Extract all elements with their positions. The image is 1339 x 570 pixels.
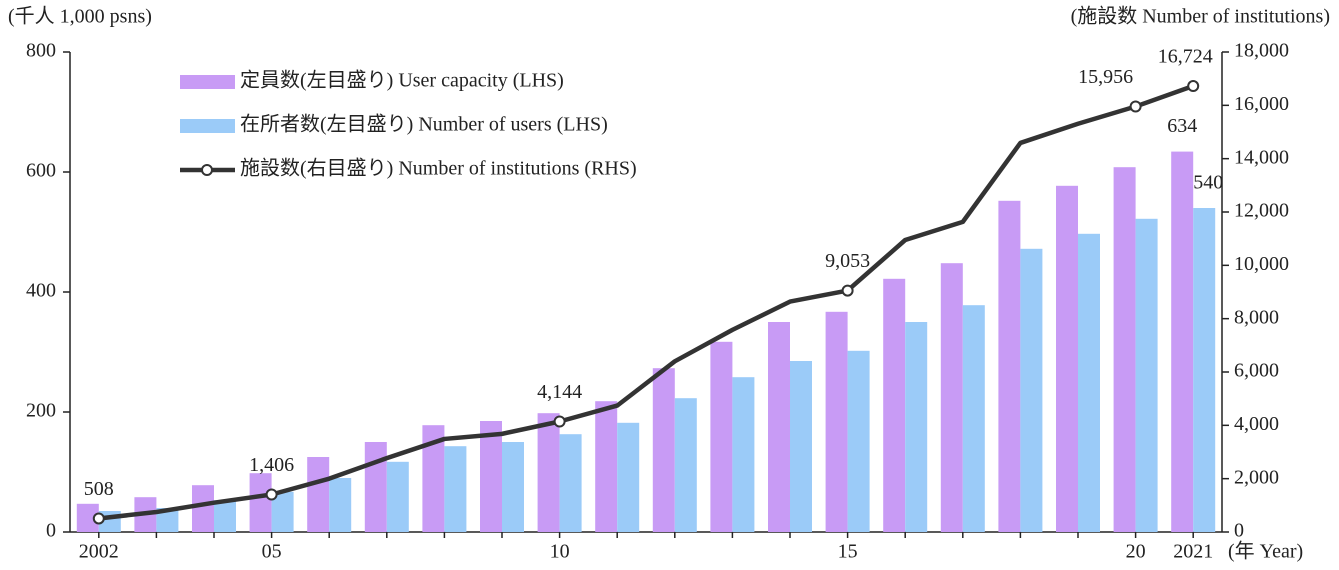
bar: [214, 500, 236, 532]
legend-marker: [201, 164, 213, 176]
line-marker: [265, 488, 278, 501]
line-marker: [553, 415, 566, 428]
bar: [998, 200, 1021, 533]
line-value-label: 508: [84, 478, 114, 500]
bar: [422, 425, 445, 532]
y2-tick-label: 16,000: [1234, 93, 1289, 115]
bar: [76, 503, 99, 532]
bar-value-label: 540: [1193, 172, 1223, 194]
y2-tick-label: 12,000: [1234, 200, 1289, 222]
y-tick-label: 800: [26, 40, 56, 62]
y2-tick-label: 18,000: [1234, 40, 1289, 62]
bar: [732, 377, 755, 532]
y-axis-label: (千人 1,000 psns): [8, 5, 152, 28]
bar: [617, 422, 640, 532]
legend-label: 在所者数(左目盛り) Number of users (LHS): [240, 113, 608, 136]
bar: [444, 446, 467, 532]
y2-tick-label: 4,000: [1234, 413, 1279, 435]
line-marker: [1129, 100, 1142, 113]
y2-tick-label: 2,000: [1234, 466, 1279, 488]
y-tick-label: 200: [26, 400, 56, 422]
bar: [595, 401, 618, 532]
y2-axis-label: (施設数 Number of institutions): [1071, 5, 1330, 28]
bar-value-label: 634: [1167, 115, 1197, 137]
bar: [905, 322, 928, 532]
x-tick-label: 2002: [79, 541, 119, 563]
bar: [156, 508, 179, 532]
bar: [329, 478, 352, 532]
x-tick-label: 05: [262, 541, 282, 563]
bar: [847, 350, 870, 532]
bar: [1193, 208, 1216, 532]
x-axis-label: (年 Year): [1228, 540, 1303, 563]
bar: [883, 278, 906, 532]
legend-label: 定員数(左目盛り) User capacity (LHS): [240, 69, 564, 92]
y2-tick-label: 10,000: [1234, 253, 1289, 275]
bar: [790, 361, 812, 532]
y-tick-label: 400: [26, 280, 56, 302]
bar: [364, 442, 387, 532]
line-marker: [1187, 80, 1200, 93]
bar: [940, 263, 963, 532]
x-tick-label: 10: [550, 541, 570, 563]
y2-tick-label: 14,000: [1234, 146, 1289, 168]
legend-label: 施設数(右目盛り) Number of institutions (RHS): [240, 157, 637, 180]
bar: [1113, 167, 1136, 532]
x-tick-label: 2021: [1173, 541, 1213, 563]
bar: [1135, 218, 1158, 533]
bar: [1020, 248, 1043, 533]
x-tick-label: 15: [838, 541, 858, 563]
line-marker: [841, 284, 854, 297]
bar: [1056, 185, 1078, 533]
y-tick-label: 600: [26, 160, 56, 182]
legend-swatch: [180, 75, 235, 89]
bar: [386, 461, 409, 532]
bar: [249, 473, 272, 532]
y2-tick-label: 8,000: [1234, 306, 1279, 328]
bar: [271, 491, 294, 532]
line-value-label: 15,956: [1078, 66, 1133, 88]
y2-tick-label: 0: [1234, 520, 1244, 542]
line-value-label: 1,406: [249, 454, 294, 476]
bar: [652, 368, 675, 532]
line: [98, 83, 1194, 521]
bar: [674, 398, 697, 532]
legend-swatch: [180, 119, 235, 133]
bar: [1078, 233, 1100, 533]
bar: [1171, 151, 1194, 532]
line-value-label: 9,053: [825, 250, 870, 272]
bar: [192, 485, 214, 532]
y-tick-label: 0: [46, 520, 56, 542]
y2-tick-label: 6,000: [1234, 360, 1279, 382]
bar: [768, 322, 790, 532]
bar: [502, 442, 524, 532]
bar: [307, 457, 330, 532]
bar: [710, 341, 733, 532]
x-tick-label: 20: [1126, 541, 1146, 563]
bar: [537, 413, 560, 532]
bar: [962, 305, 985, 532]
bar: [825, 311, 848, 532]
bar: [480, 421, 502, 532]
bar: [559, 434, 582, 532]
line-value-label: 16,724: [1158, 46, 1213, 68]
line-value-label: 4,144: [537, 381, 582, 403]
line-marker: [92, 512, 105, 525]
